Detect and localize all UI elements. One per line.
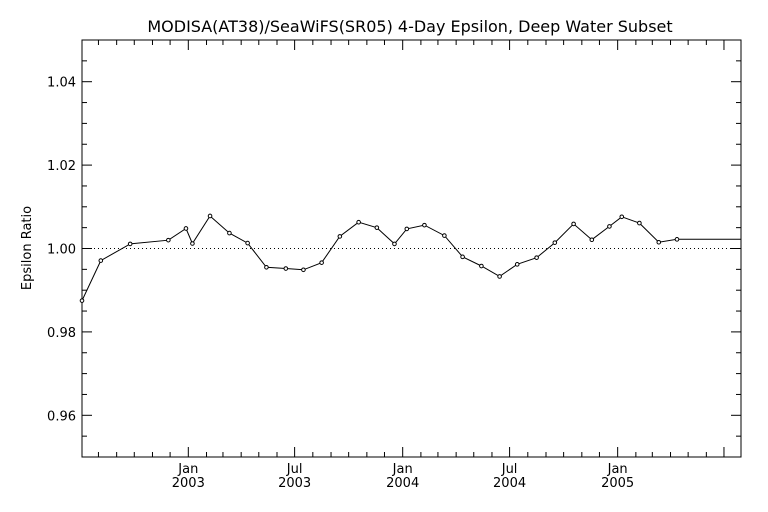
data-point (404, 226, 410, 232)
data-point (301, 267, 306, 273)
data-point (619, 214, 625, 220)
data-points (79, 213, 680, 303)
data-point (283, 266, 289, 271)
series-line (81, 215, 741, 301)
y-tick-label: 0.96 (47, 409, 76, 424)
data-point (190, 241, 195, 246)
data-point (227, 230, 232, 236)
data-point (183, 226, 189, 231)
x-tick-label-year: 2003 (278, 476, 311, 491)
y-axis-label: Epsilon Ratio (20, 206, 35, 290)
x-tick-label-year: 2003 (172, 476, 205, 491)
x-tick-label-month: Jan (177, 462, 198, 477)
data-point (607, 224, 612, 229)
data-point (497, 274, 502, 279)
y-tick-label: 1.02 (47, 159, 76, 174)
data-point (207, 213, 213, 219)
data-point (356, 219, 361, 225)
x-tick-label-year: 2004 (493, 476, 526, 491)
x-tick-label-month: Jul (501, 462, 518, 477)
x-tick-label-month: Jul (286, 462, 303, 477)
data-point (674, 237, 680, 242)
data-point (637, 220, 642, 226)
y-tick-label: 0.98 (47, 326, 76, 341)
data-point (656, 239, 662, 245)
data-point (264, 264, 269, 270)
y-tick-label: 1.00 (47, 243, 76, 258)
data-point (514, 262, 520, 267)
data-point (245, 240, 250, 246)
data-point (571, 221, 576, 227)
data-point (442, 233, 447, 238)
x-tick-label-year: 2005 (601, 476, 634, 491)
data-point (460, 254, 465, 260)
data-point (422, 222, 427, 228)
x-tick-label-month: Jan (607, 462, 628, 477)
data-point (79, 298, 85, 303)
data-point (374, 225, 380, 230)
data-point (552, 240, 558, 245)
data-point (534, 255, 539, 260)
data-point (589, 237, 595, 243)
y-tick-label: 1.04 (47, 76, 76, 91)
data-point (337, 234, 343, 239)
data-point (127, 241, 133, 247)
data-point (392, 241, 397, 247)
y-ticks: 0.96 0.98 1.00 1.02 1.04 (47, 39, 741, 458)
data-point (98, 258, 104, 263)
data-point (479, 263, 484, 269)
x-tick-label-year: 2004 (386, 476, 419, 491)
data-point (319, 260, 324, 265)
data-point (166, 237, 171, 243)
x-tick-label-month: Jan (392, 462, 413, 477)
chart-title: MODISA(AT38)/SeaWiFS(SR05) 4-Day Epsilon… (147, 17, 672, 36)
